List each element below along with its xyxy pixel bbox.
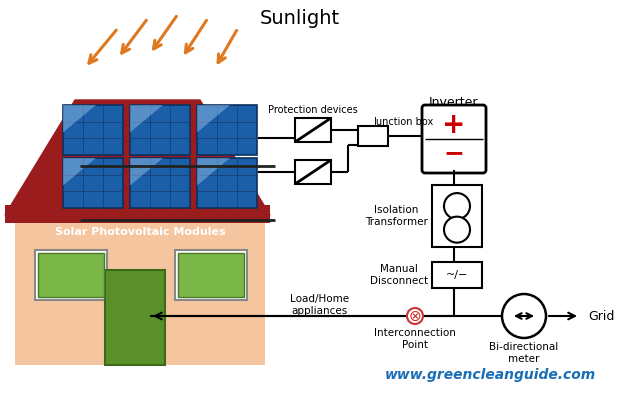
Text: Load/Home
appliances: Load/Home appliances <box>290 294 350 316</box>
Bar <box>15 205 265 365</box>
FancyBboxPatch shape <box>422 105 486 173</box>
Text: Junction box: Junction box <box>373 117 433 127</box>
Text: Inverter: Inverter <box>429 97 479 110</box>
Text: +: + <box>442 111 466 139</box>
Bar <box>130 105 190 155</box>
Text: Solar Photovoltaic Modules: Solar Photovoltaic Modules <box>55 227 226 237</box>
Bar <box>5 205 270 223</box>
Polygon shape <box>5 100 270 215</box>
Bar <box>295 160 331 184</box>
Bar <box>432 185 482 247</box>
Polygon shape <box>63 105 96 132</box>
Text: Interconnection
Point: Interconnection Point <box>374 328 456 350</box>
Text: Grid: Grid <box>588 310 614 323</box>
Circle shape <box>407 308 423 324</box>
Polygon shape <box>197 158 230 185</box>
Bar <box>38 253 104 297</box>
Bar <box>175 250 247 300</box>
Text: Isolation
Transformer: Isolation Transformer <box>365 205 428 227</box>
Bar <box>63 105 123 155</box>
Bar <box>105 270 165 365</box>
Polygon shape <box>130 105 163 132</box>
Bar <box>178 253 244 297</box>
Polygon shape <box>197 105 230 132</box>
Circle shape <box>444 217 470 242</box>
Polygon shape <box>130 158 163 185</box>
Text: ~/−: ~/− <box>446 270 468 280</box>
Text: www.greencleanguide.com: www.greencleanguide.com <box>384 368 595 382</box>
Bar <box>432 262 482 288</box>
Polygon shape <box>63 158 96 185</box>
Bar <box>197 105 257 155</box>
Bar <box>130 158 190 208</box>
Bar <box>295 118 331 142</box>
Bar <box>197 158 257 208</box>
Text: Bi-directional
meter: Bi-directional meter <box>490 342 559 364</box>
Circle shape <box>502 294 546 338</box>
Text: Manual
Disconnect: Manual Disconnect <box>370 264 428 286</box>
Text: −: − <box>444 141 464 165</box>
Text: Sunlight: Sunlight <box>260 9 340 28</box>
Circle shape <box>444 193 470 219</box>
Bar <box>35 250 107 300</box>
Bar <box>358 126 388 146</box>
Text: Protection devices: Protection devices <box>268 105 358 115</box>
Text: ⊗: ⊗ <box>409 309 421 323</box>
Bar <box>63 158 123 208</box>
